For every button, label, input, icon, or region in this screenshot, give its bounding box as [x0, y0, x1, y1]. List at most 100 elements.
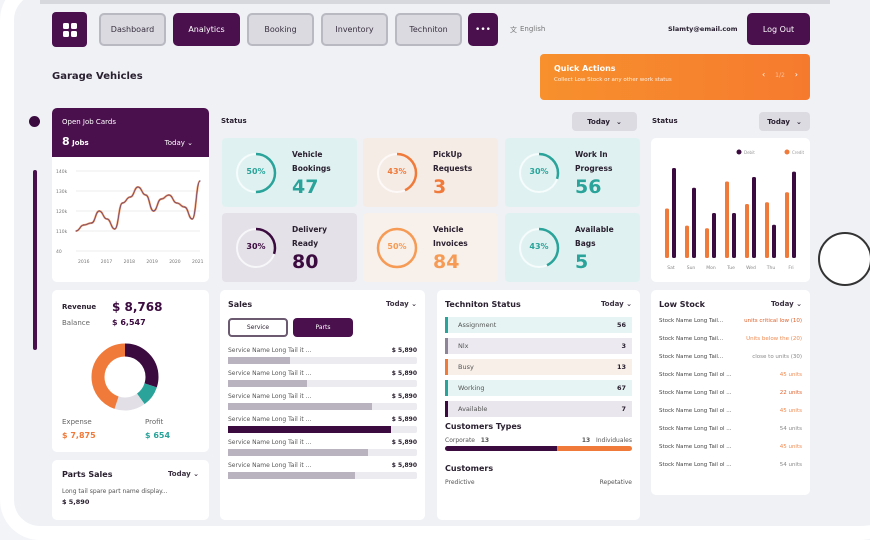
profit-label: Profit [145, 418, 164, 426]
low-stock-row[interactable]: Stock Name Long Tail ol ... 54 units [659, 426, 802, 432]
revenue-label: Revenue [62, 303, 97, 311]
technician-filter[interactable]: Today ⌄ [601, 300, 632, 309]
data-point [176, 202, 178, 204]
stock-name: Stock Name Long Tail ol ... [659, 372, 732, 378]
data-point [121, 202, 124, 204]
status-card[interactable]: 50% Vehicle Bookings 47 [222, 138, 357, 207]
bar-credit [685, 225, 689, 258]
more-tabs-button[interactable]: ••• [468, 13, 498, 46]
data-point [114, 228, 116, 230]
tech-status-value: 7 [621, 405, 626, 413]
sales-progress-bar [228, 449, 417, 456]
status-value: 5 [575, 250, 589, 273]
status-card[interactable]: 43% PickUp Requests 3 [363, 138, 498, 207]
part-name: Long tail spare part name display... [62, 488, 168, 495]
logout-button[interactable]: Log Out [747, 13, 810, 45]
technician-status-row[interactable]: Nlx 3 [445, 338, 632, 354]
tech-status-value: 13 [616, 363, 626, 371]
bar-credit [705, 228, 709, 258]
sales-item[interactable]: Service Name Long Tail it ... $ 5,890 [228, 416, 417, 433]
low-stock-row[interactable]: Stock Name Long Tail... close to units (3… [659, 354, 802, 360]
sales-item[interactable]: Service Name Long Tail it ... $ 5,890 [228, 439, 417, 456]
tab-service[interactable]: Service [228, 318, 288, 337]
home-button[interactable] [818, 232, 870, 286]
progress-percent: 50% [246, 166, 266, 176]
job-filter-dropdown[interactable]: Today ⌄ [165, 139, 193, 147]
chevron-down-icon: ⌄ [193, 470, 199, 478]
low-stock-row[interactable]: Stock Name Long Tail ol ... 22 units [659, 390, 802, 396]
tab-parts[interactable]: Parts [293, 318, 353, 337]
sales-item[interactable]: Service Name Long Tail it ... $ 5,890 [228, 462, 417, 479]
tech-status-value: 67 [616, 384, 626, 392]
low-stock-row[interactable]: Stock Name Long Tail... units critical lo… [659, 318, 802, 324]
low-stock-filter[interactable]: Today ⌄ [771, 300, 802, 309]
sales-filter[interactable]: Today ⌄ [386, 300, 417, 309]
profit-value: $ 654 [145, 431, 171, 440]
legend-label: Credit [792, 150, 804, 155]
menu-grid-button[interactable] [52, 12, 87, 47]
tab-techniton[interactable]: Techniton [395, 13, 462, 46]
customer-types-bar [445, 446, 632, 451]
low-stock-row[interactable]: Stock Name Long Tail ol ... 45 units [659, 444, 802, 450]
low-stock-row[interactable]: Stock Name Long Tail... Units below the (… [659, 336, 802, 342]
filter-label: Today [164, 139, 185, 147]
progress-percent: 43% [387, 166, 407, 176]
data-point [183, 206, 186, 208]
status-card[interactable]: 43% Available Bags 5 [505, 213, 640, 282]
tab-dashboard[interactable]: Dashboard [99, 13, 166, 46]
sales-progress-bar [228, 357, 417, 364]
technician-status-row[interactable]: Available 7 [445, 401, 632, 417]
tab-analytics[interactable]: Analytics [173, 13, 240, 46]
quick-actions-banner[interactable]: Quick Actions Collect Low Stock or any o… [540, 54, 810, 100]
y-tick-label: 130k [56, 189, 68, 195]
low-stock-row[interactable]: Stock Name Long Tail ol ... 45 units [659, 408, 802, 414]
parts-sales-title: Parts Sales [62, 470, 113, 479]
part-amount: $ 5,890 [62, 498, 90, 506]
progress-ring: 50% [375, 226, 419, 270]
bar-debit [732, 213, 736, 258]
page-indicator: 1/2 [775, 72, 785, 79]
tech-status-value: 56 [616, 321, 626, 329]
bar-credit [785, 192, 789, 258]
status-value: 47 [292, 175, 319, 198]
x-tick-label: 2018 [124, 259, 136, 265]
sales-item[interactable]: Service Name Long Tail it ... $ 5,890 [228, 370, 417, 387]
language-selector[interactable]: 文 English [510, 25, 546, 34]
low-stock-row[interactable]: Stock Name Long Tail ol ... 54 units [659, 462, 802, 468]
sales-item-name: Service Name Long Tail it ... [228, 416, 312, 423]
low-stock-row[interactable]: Stock Name Long Tail ol ... 45 units [659, 372, 802, 378]
sales-item-name: Service Name Long Tail it ... [228, 462, 312, 469]
status-value: 3 [433, 175, 447, 198]
tab-inventory[interactable]: Inventory [321, 13, 388, 46]
stock-status: 54 units [779, 462, 802, 468]
progress-ring: 43% [375, 151, 419, 195]
data-point [83, 224, 85, 226]
stock-name: Stock Name Long Tail ol ... [659, 462, 732, 468]
technician-status-row[interactable]: Working 67 [445, 380, 632, 396]
technician-status-row[interactable]: Busy 13 [445, 359, 632, 375]
tab-booking[interactable]: Booking [247, 13, 314, 46]
data-point [90, 222, 93, 224]
status-chart-filter-dropdown[interactable]: Today ⌄ [759, 112, 810, 131]
progress-ring: 50% [234, 151, 278, 195]
open-job-cards-card: Open Job Cards 8 Jobs Today ⌄ 140k 130k 12… [52, 108, 209, 282]
status-filter-dropdown[interactable]: Today ⌄ [572, 112, 637, 131]
status-card[interactable]: 50% Vehicle Invoices 84 [363, 213, 498, 282]
side-scrollbar[interactable] [33, 170, 37, 350]
expense-label: Expense [62, 418, 92, 426]
next-icon[interactable]: › [794, 70, 798, 79]
sales-item-amount: $ 5,890 [391, 347, 417, 354]
status-card[interactable]: 30% Delivery Ready 80 [222, 213, 357, 282]
technician-status-row[interactable]: Assignment 56 [445, 317, 632, 333]
sales-item[interactable]: Service Name Long Tail it ... $ 5,890 [228, 347, 417, 364]
prev-icon[interactable]: ‹ [761, 70, 766, 79]
stock-name: Stock Name Long Tail ol ... [659, 444, 732, 450]
stock-name: Stock Name Long Tail ol ... [659, 426, 732, 432]
x-tick-label: Sun [687, 265, 696, 271]
x-tick-label: Sat [667, 265, 675, 271]
parts-sales-filter[interactable]: Today ⌄ [168, 470, 199, 479]
camera-dot [29, 116, 40, 127]
data-point [98, 210, 100, 212]
sales-item[interactable]: Service Name Long Tail it ... $ 5,890 [228, 393, 417, 410]
status-card[interactable]: 30% Work In Progress 56 [505, 138, 640, 207]
